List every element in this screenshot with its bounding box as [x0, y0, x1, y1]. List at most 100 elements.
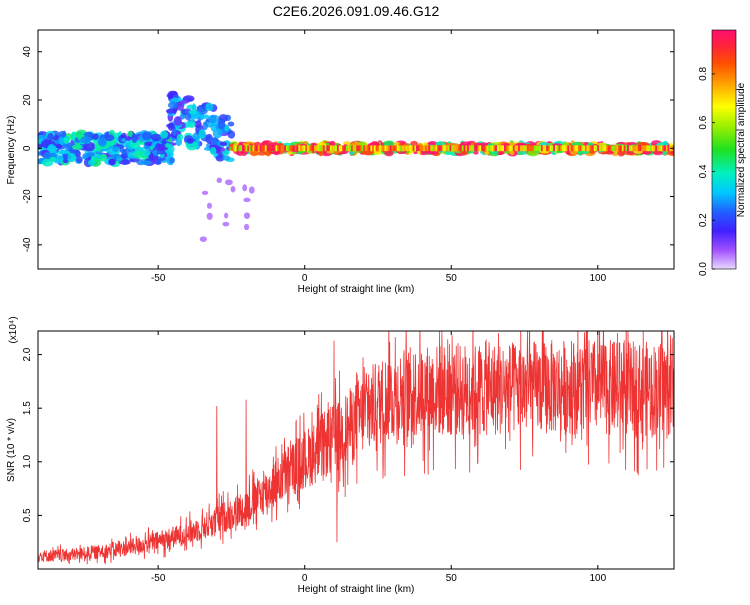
spectrogram-ridge-cell — [664, 145, 667, 152]
spectrogram-ridge-cell — [540, 145, 544, 152]
spectrogram-ridge-cell — [505, 145, 508, 152]
spectrogram-cell — [181, 99, 190, 104]
spectrogram-ridge-cell — [322, 145, 326, 152]
spectrogram-ridge-cell — [574, 145, 577, 152]
spectrogram-ridge-cell — [278, 145, 282, 152]
spectrogram-cell — [198, 129, 206, 139]
spectrogram-ridge-cell — [294, 145, 297, 152]
spectrogram-ridge-cell — [621, 145, 625, 152]
spectrogram-ridge-cell — [532, 145, 535, 152]
spectrogram-ridge-cell — [444, 145, 447, 152]
spectrogram-ridge-cell — [667, 145, 670, 152]
spectrogram-ridge-cell — [254, 145, 257, 152]
spectrogram-ridge-cell — [560, 145, 563, 152]
spectrogram-ridge-cell — [660, 145, 663, 152]
snr-frame — [37, 330, 675, 570]
spectrogram-ridge-cell — [475, 145, 479, 152]
spectrogram-ridge-cell — [243, 145, 246, 152]
snr-x-tick-label: 0 — [302, 573, 308, 584]
spectrogram-cell — [150, 133, 162, 141]
spectrogram-cell — [230, 186, 236, 193]
spectrogram-ridge-cell — [394, 145, 398, 152]
spectrogram-ridge-cell — [486, 145, 489, 152]
spectrogram-ridge-cell — [567, 145, 570, 152]
spectrogram-ridge-cell — [359, 145, 363, 152]
spectrogram-ridge-cell — [259, 145, 262, 152]
spectrogram-ridge-cell — [565, 145, 568, 152]
spectrogram-ridge-cell — [240, 145, 243, 152]
spectrogram-cell — [58, 131, 66, 139]
spectrogram-ridge-cell — [460, 145, 463, 152]
spectrogram-ridge-cell — [386, 145, 389, 152]
spectrogram-ridge-cell — [287, 145, 290, 152]
spectrogram-ridge-cell — [407, 145, 410, 152]
spectrogram-ridge-cell — [393, 145, 396, 152]
spectrogram-ridge-cell — [586, 145, 589, 152]
spectrogram-cell — [167, 122, 175, 131]
spectrogram-cell — [186, 138, 194, 144]
spectrogram-cell — [384, 149, 394, 157]
spectrogram-cell — [38, 135, 47, 140]
snr-y-tick-label: 1.0 — [22, 454, 33, 468]
spectrogram-cell — [141, 160, 152, 166]
spectrogram-ridge-cell — [544, 145, 547, 152]
spectrogram-ridge-cell — [389, 145, 392, 152]
spectrogram-ridge-cell — [277, 145, 280, 152]
spectrogram-ridge-cell — [634, 145, 637, 152]
colorbar: 0.0 0.2 0.4 0.6 0.8 Normalized spectral ampl… — [698, 29, 747, 276]
spectrogram-ridge-cell — [555, 145, 558, 152]
spectrogram-ridge-cell — [231, 145, 234, 152]
spectrogram-ridge-cell — [356, 145, 359, 152]
spectrogram-ridge-cell — [419, 145, 422, 152]
spectrogram-cell — [509, 150, 515, 156]
spectrogram-ridge-cell — [509, 145, 512, 152]
spectrogram-ridge-cell — [591, 145, 595, 152]
spectrogram-cell — [186, 104, 197, 110]
spectrogram-ridge-cell — [581, 145, 584, 152]
spectrogram-x-tick-label: 0 — [302, 273, 308, 284]
spectrogram-ridge-cell — [403, 145, 406, 152]
spectrogram-ridge-cell — [417, 145, 421, 152]
spectrogram-ridge-cell — [616, 145, 619, 152]
spectrogram-ridge-cell — [649, 145, 653, 152]
snr-x-label: Height of straight line (km) — [298, 584, 415, 595]
spectrogram-cell — [243, 223, 250, 231]
spectrogram-ridge-cell — [340, 145, 343, 152]
spectrogram-y-ticks: -40 -20 0 20 40 — [22, 46, 674, 252]
spectrogram-ridge-cell — [414, 145, 417, 152]
spectrogram-ridge-cell — [424, 145, 428, 152]
spectrogram-cell — [265, 149, 272, 157]
spectrogram-ridge-cell — [563, 145, 566, 152]
spectrogram-ridge-cell — [398, 145, 401, 152]
spectrogram-ridge-cell — [593, 145, 596, 152]
spectrogram-cell — [108, 158, 116, 166]
spectrogram-ridge-cell — [305, 145, 308, 152]
spectrogram-x-label: Height of straight line (km) — [298, 284, 415, 295]
colorbar-ticks: 0.0 0.2 0.4 0.6 0.8 — [698, 67, 715, 276]
spectrogram-ridge-cell — [625, 145, 628, 152]
spectrogram-y-tick-label: -40 — [22, 237, 33, 252]
spectrogram-ridge-cell — [646, 145, 649, 152]
spectrogram-cell — [134, 150, 145, 159]
spectrogram-ridge-cell — [456, 145, 459, 152]
spectrogram-ridge-cell — [653, 145, 656, 152]
spectrogram-cell — [142, 149, 151, 157]
colorbar-tick-label: 0.8 — [698, 67, 709, 81]
snr-series-line — [38, 331, 674, 567]
spectrogram-ridge-cell — [530, 145, 533, 152]
spectrogram-ridge-cell — [628, 145, 632, 152]
spectrogram-cell — [569, 150, 579, 155]
spectrogram-cell — [243, 212, 251, 219]
spectrogram-ridge-cell — [245, 145, 248, 152]
spectrogram-ridge-cell — [280, 145, 283, 152]
spectrogram-ridge-cell — [595, 145, 598, 152]
spectrogram-ridge-cell — [291, 145, 294, 152]
spectrogram-ridge-cell — [236, 145, 239, 152]
spectrogram-cell — [176, 100, 185, 111]
spectrogram-ridge-cell — [331, 145, 334, 152]
spectrogram-x-tick-label: 100 — [589, 273, 606, 284]
spectrogram-ridge-cell — [470, 145, 473, 152]
spectrogram-ridge-cell — [275, 145, 278, 152]
spectrogram-cell — [131, 133, 138, 144]
